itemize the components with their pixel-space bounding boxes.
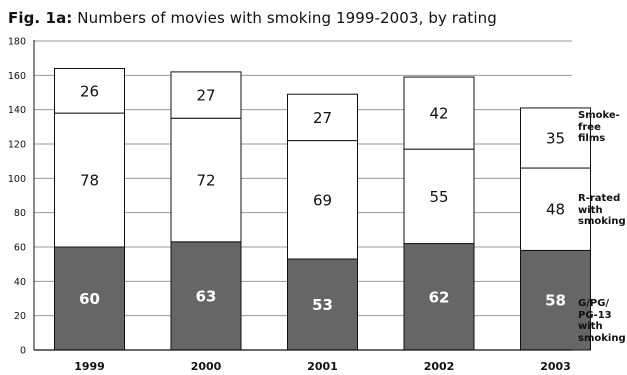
data-label: 60 [79, 290, 100, 308]
bar-segment-1999-s2 [54, 67, 125, 114]
y-tick-label: 120 [8, 140, 26, 151]
x-tick-label: 2002 [424, 360, 455, 373]
legend-smoke-free-line-3: films [578, 133, 606, 144]
legend-g-pg-line-2: PG-13 [578, 309, 612, 321]
y-tick-label: 40 [14, 277, 26, 288]
legend-g-pg-line-4: smoking [578, 332, 626, 344]
x-tick-label: 2000 [191, 360, 222, 373]
x-axis: 1999 2000 2001 2002 2003 [34, 349, 572, 373]
bar-segment-2002-s1 [403, 148, 475, 245]
y-axis: 0 20 40 60 80 100 120 140 160 180 [8, 37, 35, 357]
x-tick-label: 2001 [307, 360, 338, 373]
data-label: 35 [546, 129, 565, 147]
data-label: 78 [80, 172, 99, 190]
data-label: 72 [196, 172, 215, 190]
bar-segment-2000-s1 [170, 117, 242, 243]
bar-segment-2001-s2 [287, 93, 358, 142]
data-label: 48 [546, 201, 565, 219]
y-tick-label: 140 [8, 105, 26, 116]
bar-segment-2002-s2 [403, 76, 475, 150]
data-label: 62 [429, 288, 450, 306]
x-tick-label: 2003 [540, 360, 571, 373]
bar-segment-2000-s2 [170, 71, 242, 119]
bar-segment-2001-s0 [287, 258, 358, 351]
y-tick-label: 160 [8, 71, 26, 82]
data-label: 26 [80, 82, 99, 100]
bar-segment-2001-s1 [287, 140, 358, 260]
y-tick-label: 60 [14, 243, 26, 254]
bars: 60 78 26 63 72 27 53 69 27 62 55 42 58 48 35 [54, 67, 591, 351]
legend-smoke-free-line-1: Smoke- [578, 110, 620, 121]
data-label: 69 [313, 191, 332, 209]
legend-r-rated-line-3: smoking [578, 216, 626, 227]
y-tick-label: 80 [14, 208, 26, 219]
bar-segment-2003-s1 [520, 167, 591, 251]
legend-g-pg-pg13: G/PG/ PG-13 with smoking [578, 298, 626, 344]
legend-r-rated-line-2: with [578, 204, 603, 216]
y-tick-label: 100 [8, 174, 26, 185]
y-tick-label: 180 [8, 37, 26, 48]
chart-title-text: Numbers of movies with smoking 1999-2003… [77, 9, 497, 27]
legend-r-rated-line-1: R-rated [578, 193, 621, 204]
data-label: 27 [196, 87, 215, 105]
legend-g-pg-line-3: with [578, 321, 603, 332]
chart-title-prefix: Fig. 1a: [8, 9, 73, 27]
data-label: 58 [545, 292, 566, 310]
data-label: 42 [429, 105, 448, 123]
y-tick-label: 0 [20, 346, 26, 357]
chart-title: Fig. 1a: Numbers of movies with smoking … [8, 9, 497, 27]
bar-segment-2003-s2 [520, 107, 591, 169]
y-tick-label: 20 [14, 311, 26, 322]
legend-g-pg-line-1: G/PG/ [578, 298, 610, 309]
data-label: 53 [312, 296, 333, 314]
bar-segment-1999-s1 [54, 112, 125, 248]
data-label: 63 [196, 287, 217, 305]
x-tick-label: 1999 [74, 360, 105, 373]
data-label: 55 [429, 188, 448, 206]
data-label: 27 [313, 109, 332, 127]
legend-smoke-free-line-2: free [578, 121, 601, 133]
bar-segment-2003-s0 [520, 249, 591, 351]
legend-smoke-free: Smoke- free films [578, 110, 620, 145]
legend-r-rated: R-rated with smoking [578, 193, 626, 228]
